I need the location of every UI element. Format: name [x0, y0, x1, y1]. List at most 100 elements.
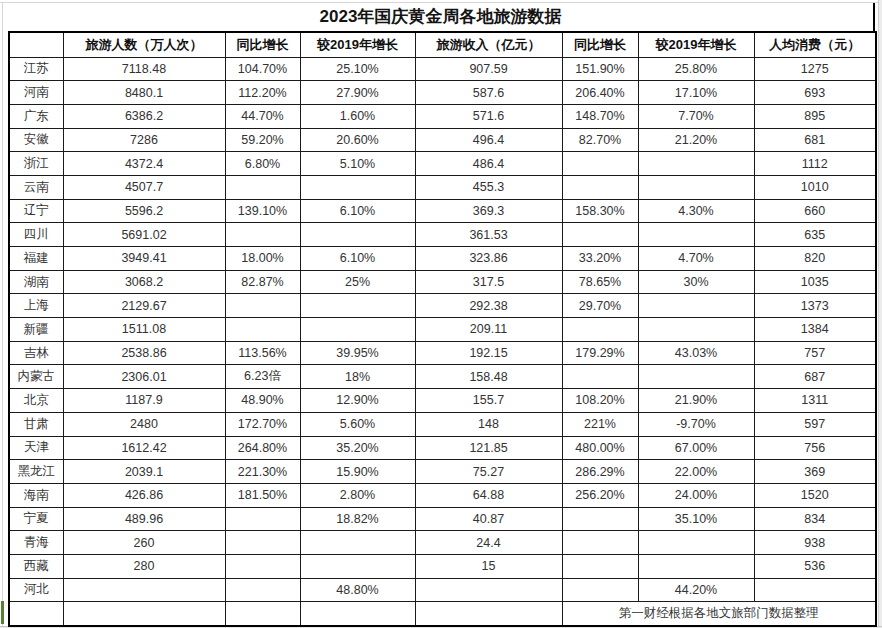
- data-cell[interactable]: 43.03%: [638, 341, 754, 365]
- data-cell[interactable]: 5691.02: [63, 223, 225, 247]
- data-cell[interactable]: 4.70%: [638, 247, 754, 271]
- data-cell[interactable]: 27.90%: [300, 81, 415, 105]
- data-cell[interactable]: 112.20%: [225, 81, 300, 105]
- data-cell[interactable]: [225, 294, 300, 318]
- data-cell[interactable]: [638, 531, 754, 555]
- data-cell[interactable]: 192.15: [415, 341, 562, 365]
- data-cell[interactable]: 1035: [754, 270, 876, 294]
- data-cell[interactable]: 17.10%: [638, 81, 754, 105]
- data-cell[interactable]: 660: [754, 199, 876, 223]
- data-cell[interactable]: 148: [415, 412, 562, 436]
- data-cell[interactable]: 1187.9: [63, 389, 225, 413]
- data-cell[interactable]: 2039.1: [63, 460, 225, 484]
- row-label-cell[interactable]: 西藏: [9, 554, 63, 578]
- data-cell[interactable]: [562, 223, 638, 247]
- data-cell[interactable]: [63, 578, 225, 602]
- row-label-cell[interactable]: 北京: [9, 389, 63, 413]
- row-label-cell[interactable]: 上海: [9, 294, 63, 318]
- data-cell[interactable]: [562, 578, 638, 602]
- data-cell[interactable]: 21.20%: [638, 128, 754, 152]
- data-cell[interactable]: 571.6: [415, 104, 562, 128]
- data-cell[interactable]: 6.80%: [225, 152, 300, 176]
- data-cell[interactable]: 938: [754, 531, 876, 555]
- data-cell[interactable]: 108.20%: [562, 389, 638, 413]
- corner-header-cell[interactable]: [9, 32, 63, 57]
- data-cell[interactable]: [225, 223, 300, 247]
- data-cell[interactable]: 1511.08: [63, 318, 225, 342]
- data-cell[interactable]: [300, 223, 415, 247]
- data-cell[interactable]: 25.10%: [300, 57, 415, 81]
- data-cell[interactable]: 39.95%: [300, 341, 415, 365]
- data-cell[interactable]: 221%: [562, 412, 638, 436]
- data-cell[interactable]: 3949.41: [63, 247, 225, 271]
- row-label-cell[interactable]: 福建: [9, 247, 63, 271]
- data-cell[interactable]: 480.00%: [562, 436, 638, 460]
- data-cell[interactable]: 24.00%: [638, 483, 754, 507]
- data-cell[interactable]: -9.70%: [638, 412, 754, 436]
- data-cell[interactable]: 1311: [754, 389, 876, 413]
- data-cell[interactable]: [300, 554, 415, 578]
- data-cell[interactable]: 693: [754, 81, 876, 105]
- data-cell[interactable]: [638, 554, 754, 578]
- data-cell[interactable]: 15.90%: [300, 460, 415, 484]
- row-label-cell[interactable]: 青海: [9, 531, 63, 555]
- data-cell[interactable]: [562, 318, 638, 342]
- data-cell[interactable]: 280: [63, 554, 225, 578]
- data-cell[interactable]: 12.90%: [300, 389, 415, 413]
- data-cell[interactable]: [638, 318, 754, 342]
- data-cell[interactable]: 158.30%: [562, 199, 638, 223]
- row-label-cell[interactable]: 新疆: [9, 318, 63, 342]
- data-cell[interactable]: 6.10%: [300, 247, 415, 271]
- column-header[interactable]: 同比增长: [225, 32, 300, 57]
- data-cell[interactable]: [638, 175, 754, 199]
- empty-cell[interactable]: [415, 602, 562, 626]
- data-cell[interactable]: 486.4: [415, 152, 562, 176]
- data-cell[interactable]: 6.10%: [300, 199, 415, 223]
- data-cell[interactable]: 834: [754, 507, 876, 531]
- row-label-cell[interactable]: 广东: [9, 104, 63, 128]
- data-cell[interactable]: 4372.4: [63, 152, 225, 176]
- empty-cell[interactable]: [63, 602, 225, 626]
- data-cell[interactable]: 21.90%: [638, 389, 754, 413]
- data-cell[interactable]: 82.87%: [225, 270, 300, 294]
- data-cell[interactable]: 1.60%: [300, 104, 415, 128]
- data-cell[interactable]: 8480.1: [63, 81, 225, 105]
- data-cell[interactable]: 18%: [300, 365, 415, 389]
- data-cell[interactable]: 179.29%: [562, 341, 638, 365]
- row-label-cell[interactable]: 安徽: [9, 128, 63, 152]
- column-header[interactable]: 旅游人数（万人次）: [63, 32, 225, 57]
- data-cell[interactable]: [562, 365, 638, 389]
- data-cell[interactable]: 40.87: [415, 507, 562, 531]
- data-cell[interactable]: 67.00%: [638, 436, 754, 460]
- data-cell[interactable]: 35.10%: [638, 507, 754, 531]
- data-cell[interactable]: 18.82%: [300, 507, 415, 531]
- data-cell[interactable]: 78.65%: [562, 270, 638, 294]
- data-cell[interactable]: 18.00%: [225, 247, 300, 271]
- data-cell[interactable]: 29.70%: [562, 294, 638, 318]
- row-label-cell[interactable]: 湖南: [9, 270, 63, 294]
- data-cell[interactable]: [225, 578, 300, 602]
- data-cell[interactable]: [300, 294, 415, 318]
- data-cell[interactable]: 2129.67: [63, 294, 225, 318]
- data-cell[interactable]: [638, 152, 754, 176]
- data-cell[interactable]: 2538.86: [63, 341, 225, 365]
- data-cell[interactable]: 1275: [754, 57, 876, 81]
- data-cell[interactable]: 1520: [754, 483, 876, 507]
- data-cell[interactable]: 426.86: [63, 483, 225, 507]
- data-cell[interactable]: 221.30%: [225, 460, 300, 484]
- data-cell[interactable]: 1373: [754, 294, 876, 318]
- data-cell[interactable]: 756: [754, 436, 876, 460]
- data-cell[interactable]: 48.80%: [300, 578, 415, 602]
- row-label-cell[interactable]: 天津: [9, 436, 63, 460]
- column-header[interactable]: 较2019年增长: [300, 32, 415, 57]
- data-cell[interactable]: 2480: [63, 412, 225, 436]
- row-label-cell[interactable]: 辽宁: [9, 199, 63, 223]
- data-cell[interactable]: 6386.2: [63, 104, 225, 128]
- empty-cell[interactable]: [300, 602, 415, 626]
- data-cell[interactable]: 104.70%: [225, 57, 300, 81]
- data-cell[interactable]: [754, 578, 876, 602]
- column-header[interactable]: 较2019年增长: [638, 32, 754, 57]
- row-label-cell[interactable]: 河南: [9, 81, 63, 105]
- row-label-cell[interactable]: 云南: [9, 175, 63, 199]
- data-cell[interactable]: 256.20%: [562, 483, 638, 507]
